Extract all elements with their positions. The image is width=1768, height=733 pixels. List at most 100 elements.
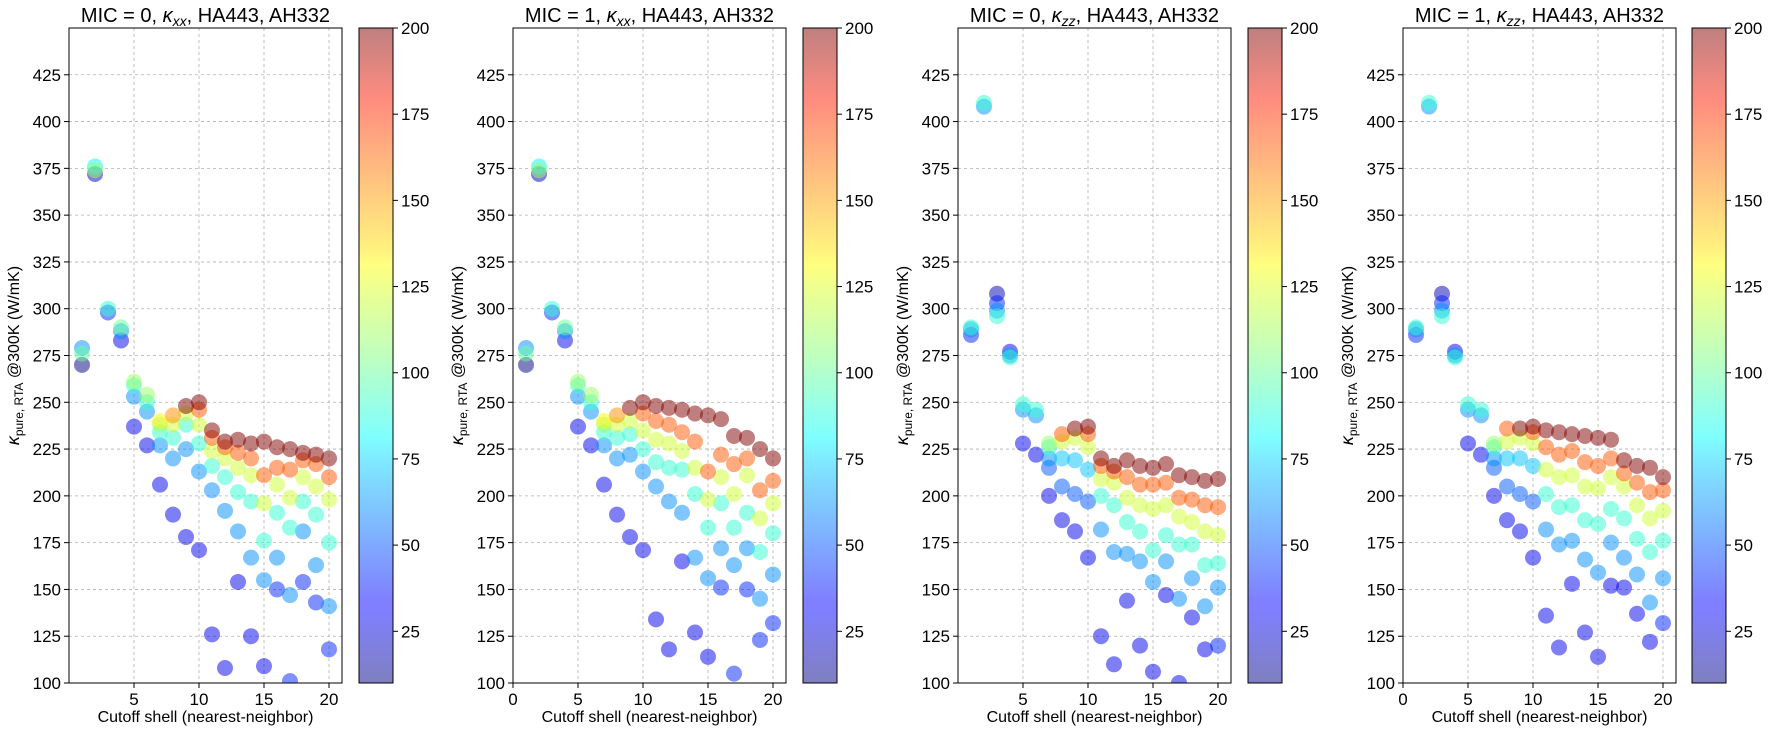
y-axis-label: κpure, RTA @300K (W/mK) (3, 266, 26, 445)
data-point (1093, 521, 1109, 538)
data-point (1408, 319, 1424, 336)
data-point (217, 469, 233, 486)
data-point (752, 510, 768, 527)
data-point (609, 407, 625, 424)
colorbar-tick-label: 75 (845, 450, 864, 469)
colorbar-tick-label: 150 (1734, 191, 1762, 210)
data-point (1655, 615, 1671, 632)
x-tick-label: 20 (764, 690, 783, 709)
data-point (1041, 450, 1057, 467)
data-point (635, 422, 651, 439)
data-point (256, 467, 272, 484)
data-point (1512, 450, 1528, 467)
data-point (282, 489, 298, 506)
data-point (243, 628, 259, 645)
chart-title: MIC = 1, κxx, HA443, AH332 (525, 5, 774, 29)
data-point (243, 450, 259, 467)
data-point (282, 519, 298, 536)
data-point (963, 319, 979, 336)
data-point (1447, 349, 1463, 366)
y-tick-label: 150 (477, 580, 505, 599)
data-point (178, 398, 194, 415)
data-point (1616, 549, 1632, 566)
data-point (178, 416, 194, 433)
data-point (648, 454, 664, 471)
y-tick-label: 425 (1367, 66, 1395, 85)
data-point (609, 506, 625, 523)
data-point (204, 482, 220, 499)
y-axis-label: κpure, RTA @300K (W/mK) (1337, 266, 1360, 445)
data-point (726, 519, 742, 536)
data-point (204, 422, 220, 439)
data-point (1028, 401, 1044, 418)
y-tick-label: 125 (33, 627, 61, 646)
colorbar-gradient (1248, 28, 1282, 683)
data-point (1145, 476, 1161, 493)
data-point (661, 399, 677, 416)
data-point (308, 557, 324, 574)
x-tick-label: 5 (1018, 690, 1027, 709)
colorbar-frame (802, 27, 838, 684)
x-tick-label: 10 (1524, 690, 1543, 709)
colorbar-tick-label: 100 (845, 364, 873, 383)
data-point (178, 441, 194, 458)
data-point (1067, 452, 1083, 469)
y-tick-label: 425 (477, 66, 505, 85)
y-tick-label: 125 (1367, 627, 1395, 646)
y-tick-label: 200 (922, 487, 950, 506)
ylabel-kappa: κ (892, 435, 912, 445)
data-point (635, 405, 651, 422)
y-tick-label: 300 (477, 300, 505, 319)
data-point (726, 456, 742, 473)
colorbar-gradient (1692, 28, 1726, 683)
colorbar-tick-label: 50 (1290, 536, 1309, 555)
data-point (1629, 566, 1645, 583)
title-kappa-subscript: zz (1506, 13, 1521, 29)
data-point (165, 407, 181, 424)
data-point (1460, 396, 1476, 413)
data-point (1106, 656, 1122, 673)
data-point (1538, 439, 1554, 456)
data-point (1171, 508, 1187, 525)
y-axis-label: κpure, RTA @300K (W/mK) (447, 266, 470, 445)
x-tick-label: 20 (1654, 690, 1673, 709)
x-tick-label: 20 (1209, 690, 1228, 709)
title-prefix: MIC = 1, (1415, 5, 1497, 27)
title-suffix: , HA443, AH332 (187, 5, 330, 27)
data-point (217, 660, 233, 677)
y-tick-label: 300 (1367, 300, 1395, 319)
data-point (570, 388, 586, 405)
data-point (544, 300, 560, 317)
data-point (1629, 457, 1645, 474)
data-point (1473, 446, 1489, 463)
y-tick-label: 350 (477, 206, 505, 225)
data-point (1512, 420, 1528, 437)
data-point (1616, 465, 1632, 482)
data-point (1184, 609, 1200, 626)
y-tick-label: 350 (33, 206, 61, 225)
y-tick-label: 275 (922, 347, 950, 366)
ylabel-unit: @300K (W/mK) (1340, 266, 1357, 383)
x-tick-label: 5 (1463, 690, 1472, 709)
ylabel-subscript: pure, RTA (12, 383, 26, 437)
data-point (1577, 478, 1593, 495)
data-point (1538, 422, 1554, 439)
data-point (1210, 579, 1226, 596)
scatter-points (518, 158, 781, 682)
colorbar-tick-label: 50 (845, 536, 864, 555)
data-point (635, 463, 651, 480)
data-point (1603, 450, 1619, 467)
data-point (243, 435, 259, 452)
data-point (269, 504, 285, 521)
data-point (1171, 675, 1187, 683)
ylabel-unit: @300K (W/mK) (895, 266, 912, 383)
data-point (622, 446, 638, 463)
data-point (687, 624, 703, 641)
data-point (1080, 461, 1096, 478)
y-tick-label: 275 (33, 347, 61, 366)
data-point (661, 459, 677, 476)
data-point (596, 476, 612, 493)
data-point (726, 485, 742, 502)
y-tick-label: 400 (1367, 113, 1395, 132)
data-point (1132, 637, 1148, 654)
